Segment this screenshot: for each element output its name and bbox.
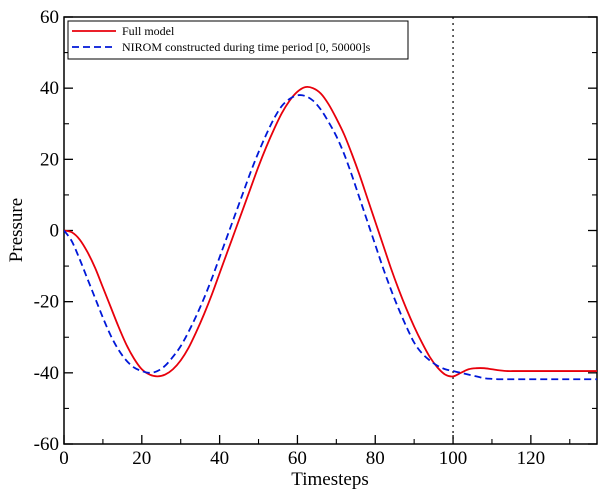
series-line-1 [64, 85, 597, 378]
x-tick-label: 60 [288, 448, 307, 469]
x-tick-label: 100 [439, 448, 468, 469]
y-tick-label: -60 [34, 434, 59, 455]
x-tick-label: 120 [517, 448, 546, 469]
axis-ticks [63, 16, 597, 445]
y-tick-label: 20 [40, 149, 59, 170]
legend: Full model NIROM constructed during time … [67, 20, 409, 60]
x-tick-label: 20 [132, 448, 151, 469]
y-axis-title: Pressure [6, 198, 27, 262]
y-tick-label: 40 [40, 78, 59, 99]
x-tick-label: 80 [366, 448, 385, 469]
legend-label-1: Full model [122, 24, 175, 38]
y-tick-label: -20 [34, 292, 59, 313]
x-axis-title: Timesteps [291, 469, 368, 490]
y-tick-label: 60 [40, 7, 59, 28]
x-tick-label: 40 [210, 448, 229, 469]
legend-box [67, 20, 409, 60]
tick-labels: 0 20 40 60 80 100 120 -60 -40 -20 0 20 40 60 [34, 7, 545, 469]
x-tick-label: 0 [59, 448, 69, 469]
legend-label-2: NIROM constructed during time period [0,… [122, 40, 371, 54]
plot-frame [63, 16, 598, 445]
y-tick-label: 0 [50, 221, 60, 242]
y-tick-label: -40 [34, 363, 59, 384]
series-line-2 [64, 94, 597, 381]
series-layer [64, 85, 597, 381]
